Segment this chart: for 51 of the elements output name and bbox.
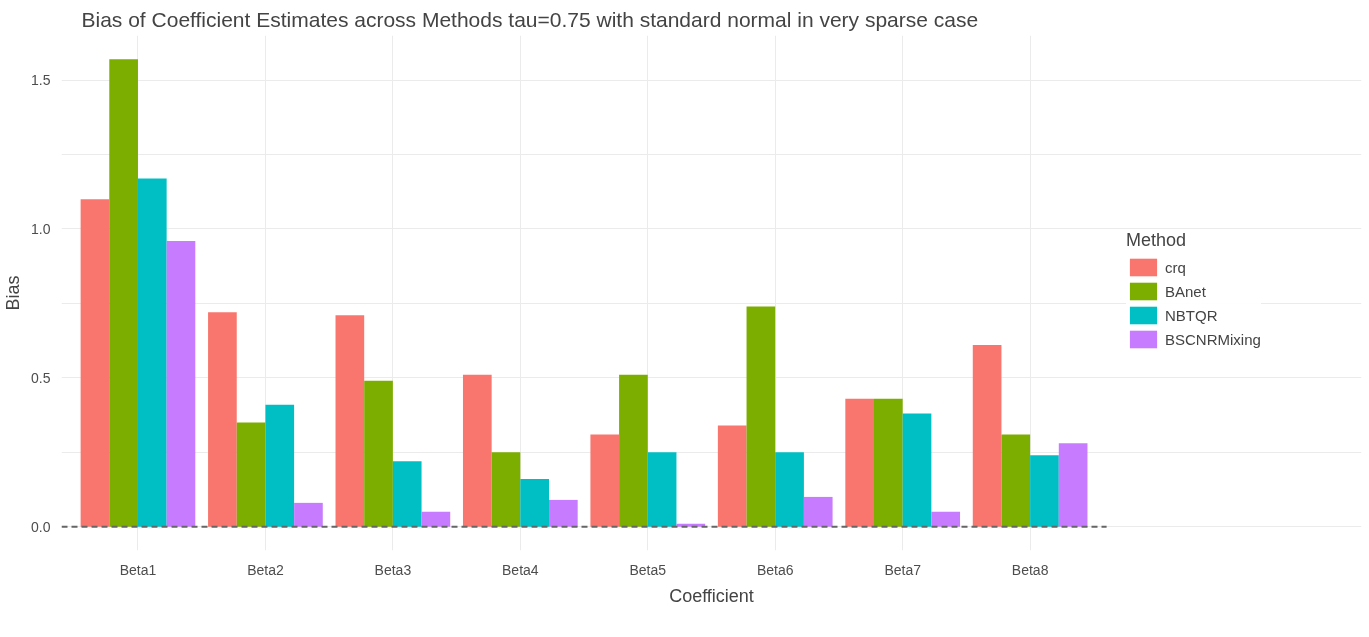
x-tick-label: Beta8: [1011, 561, 1049, 578]
bar: [931, 511, 961, 527]
bar: [364, 380, 393, 527]
y-tick-label: 1.5: [31, 72, 51, 89]
bar: [775, 452, 804, 527]
bar: [1001, 434, 1031, 527]
bar: [717, 425, 747, 527]
bar: [137, 178, 167, 527]
bar: [491, 452, 521, 527]
bar: [1058, 443, 1088, 527]
legend-label: crq: [1165, 258, 1186, 276]
bar: [335, 315, 365, 527]
bar: [590, 434, 620, 527]
legend-label: BSCNRMixing: [1165, 330, 1261, 348]
bar: [902, 413, 932, 527]
bar: [619, 374, 648, 527]
x-tick-label: Beta7: [884, 561, 922, 578]
bar: [520, 479, 549, 527]
bar: [294, 502, 323, 527]
y-tick-label: 0.5: [31, 369, 51, 386]
legend-label: BAnet: [1165, 282, 1206, 300]
bar: [803, 496, 833, 527]
bar: [265, 404, 295, 527]
bar: [109, 59, 138, 527]
bar: [166, 240, 196, 527]
bar: [1030, 455, 1059, 527]
y-tick-label: 1.0: [31, 221, 51, 237]
x-tick-label: Beta1: [119, 561, 157, 578]
x-tick-label: Beta5: [629, 561, 667, 578]
bar: [80, 199, 110, 527]
x-tick-label: Beta3: [374, 561, 412, 578]
x-tick-label: Beta4: [502, 561, 539, 578]
bar: [421, 511, 451, 527]
bar: [874, 398, 903, 527]
bar: [462, 374, 492, 527]
x-tick-label: Beta6: [756, 561, 794, 578]
y-axis-title: Bias: [3, 275, 24, 311]
chart-title: Bias of Coefficient Estimates across Methods tau=0.75 with standard normal in very sparse case: [81, 7, 979, 31]
legend-label: NBTQR: [1165, 306, 1218, 324]
y-tick-label: 0.0: [31, 518, 51, 535]
bar: [392, 461, 422, 527]
x-axis-title: Coefficient: [669, 585, 754, 606]
bar: [746, 306, 776, 527]
bar: [236, 422, 266, 527]
bar: [647, 452, 677, 527]
legend-title: Method: [1126, 230, 1188, 251]
bar: [549, 499, 578, 527]
bar: [845, 398, 874, 527]
x-tick-label: Beta2: [247, 561, 284, 578]
bar: [208, 312, 237, 527]
bar: [972, 345, 1002, 527]
